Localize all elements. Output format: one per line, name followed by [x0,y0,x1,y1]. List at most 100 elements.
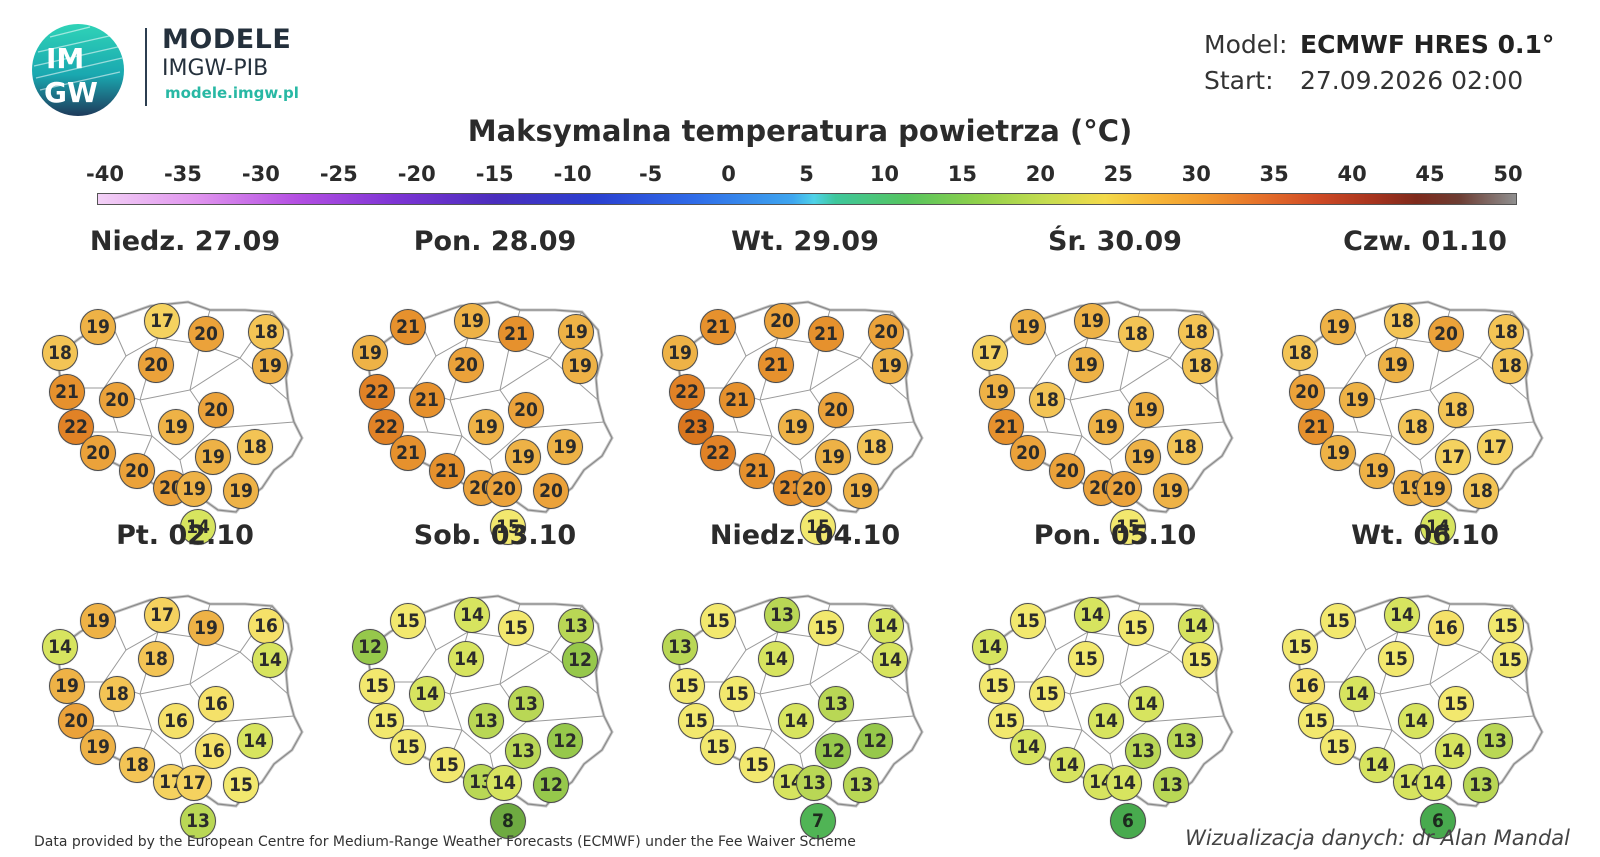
legend-tick-label: 15 [947,162,977,186]
temperature-marker: 17 [972,335,1008,371]
temperature-marker: 18 [42,335,78,371]
temperature-marker: 19 [1128,392,1164,428]
temperature-marker: 19 [80,729,116,765]
temperature-marker: 20 [1049,453,1085,489]
temperature-marker: 18 [1438,392,1474,428]
temperature-marker: 20 [486,471,522,507]
temperature-marker: 20 [818,392,854,428]
temperature-marker: 14 [1359,747,1395,783]
temperature-marker: 19 [1378,347,1414,383]
temperature-marker: 17 [144,597,180,633]
temperature-marker: 17 [144,303,180,339]
temperature-marker: 19 [352,335,388,371]
temperature-marker: 17 [176,765,212,801]
temperature-marker: 20 [764,303,800,339]
temperature-marker: 15 [223,767,259,803]
temperature-marker: 22 [359,374,395,410]
temperature-marker: 15 [1110,509,1146,545]
temperature-marker: 20 [448,347,484,383]
temperature-marker: 18 [1384,303,1420,339]
temperature-marker: 19 [505,439,541,475]
temperature-marker: 15 [429,747,465,783]
temperature-marker: 18 [1488,314,1524,350]
legend-tick-label: 10 [869,162,900,186]
legend-tick-label: -5 [638,162,663,186]
temperature-marker: 13 [180,803,216,839]
day-label: Pt. 02.10 [116,520,254,551]
temperature-marker: 19 [1153,473,1189,509]
temperature-marker: 18 [1118,316,1154,352]
brand-url-link[interactable]: modele.imgw.pl [165,84,299,102]
model-info: Model: ECMWF HRES 0.1° [1204,30,1554,59]
day-label: Pon. 05.10 [1033,520,1197,551]
temperature-marker: 21 [390,435,426,471]
temperature-marker: 14 [1435,733,1471,769]
color-scale-legend: -40 -35 -30 -25 -20 -15 -10 -5 0 5 10 15 20 25 30 35 40 4… [0,162,1600,222]
model-label: Model: [1204,30,1288,59]
temperature-marker: 14 [1088,703,1124,739]
temperature-marker: 16 [195,733,231,769]
temperature-marker: 19 [562,348,598,384]
temperature-marker: 14 [448,641,484,677]
temperature-marker: 14 [1049,747,1085,783]
temperature-marker: 19 [1320,309,1356,345]
temperature-marker: 21 [758,347,794,383]
temperature-marker: 20 [533,473,569,509]
forecast-day-panel: Pon. 28.09 21 19 21 19 19 20 19 22 21 20 19 22 21 19 19… [350,226,670,545]
temperature-marker: 20 [1428,316,1464,352]
temperature-marker: 12 [562,642,598,678]
temperature-marker: 21 [808,316,844,352]
temperature-marker: 15 [669,668,705,704]
day-label: Czw. 01.10 [1343,226,1507,257]
brand-title: MODELE [162,24,292,55]
temperature-marker: 19 [1010,309,1046,345]
temperature-marker: 19 [1088,409,1124,445]
legend-tick-label: -40 [86,162,124,186]
temperature-marker: 19 [158,409,194,445]
temperature-marker: 13 [1477,723,1513,759]
temperature-marker: 15 [1068,641,1104,677]
temperature-marker: 15 [498,610,534,646]
forecast-day-panel: Sob. 03.10 15 14 15 13 12 14 12 15 14 13 13 15 15 13 12… [350,520,670,839]
temperature-marker: 19 [1125,439,1161,475]
temperature-marker: 18 [237,429,273,465]
temperature-marker: 17 [1477,429,1513,465]
region-border [189,651,241,685]
temperature-marker: 13 [796,765,832,801]
temperature-marker: 18 [119,747,155,783]
temperature-marker: 18 [1282,335,1318,371]
temperature-marker: 14 [454,597,490,633]
forecast-day-panel: Niedz. 04.10 15 13 15 14 13 14 14 15 15 13 14 15 15 12… [660,520,980,839]
temperature-marker: 18 [99,676,135,712]
temperature-marker: 12 [857,723,893,759]
temperature-marker: 19 [454,303,490,339]
temperature-marker: 20 [198,392,234,428]
temperature-marker: 15 [1282,629,1318,665]
temperature-marker: 15 [1492,642,1528,678]
temperature-marker: 19 [49,668,85,704]
forecast-day-panel: Wt. 06.10 15 14 16 15 15 15 15 16 14 15 14 15 15 14 13 1… [1280,520,1600,839]
chart-title: Maksymalna temperatura powietrza (°C) [467,114,1133,148]
temperature-marker: 20 [868,314,904,350]
temperature-marker: 15 [390,603,426,639]
temperature-marker: 14 [486,765,522,801]
temperature-marker: 15 [700,729,736,765]
legend-color-bar [97,193,1517,205]
temperature-marker: 14 [1416,765,1452,801]
temperature-marker: 15 [800,509,836,545]
temperature-marker: 15 [1320,729,1356,765]
temperature-marker: 18 [1029,382,1065,418]
legend-tick-label: -30 [241,162,280,186]
day-label: Niedz. 27.09 [89,226,281,257]
forecast-day-panel: Pt. 02.10 19 17 19 16 14 18 14 19 18 16 16 20 19 16 14 1… [40,520,360,839]
temperature-marker: 16 [198,686,234,722]
temperature-marker: 14 [1420,509,1456,545]
region-border [809,357,861,391]
temperature-marker: 22 [700,435,736,471]
temperature-marker: 20 [1289,374,1325,410]
temperature-marker: 14 [1178,608,1214,644]
day-label: Pon. 28.09 [413,226,577,257]
temperature-marker: 14 [252,642,288,678]
temperature-marker: 14 [868,608,904,644]
temperature-marker: 14 [1384,597,1420,633]
